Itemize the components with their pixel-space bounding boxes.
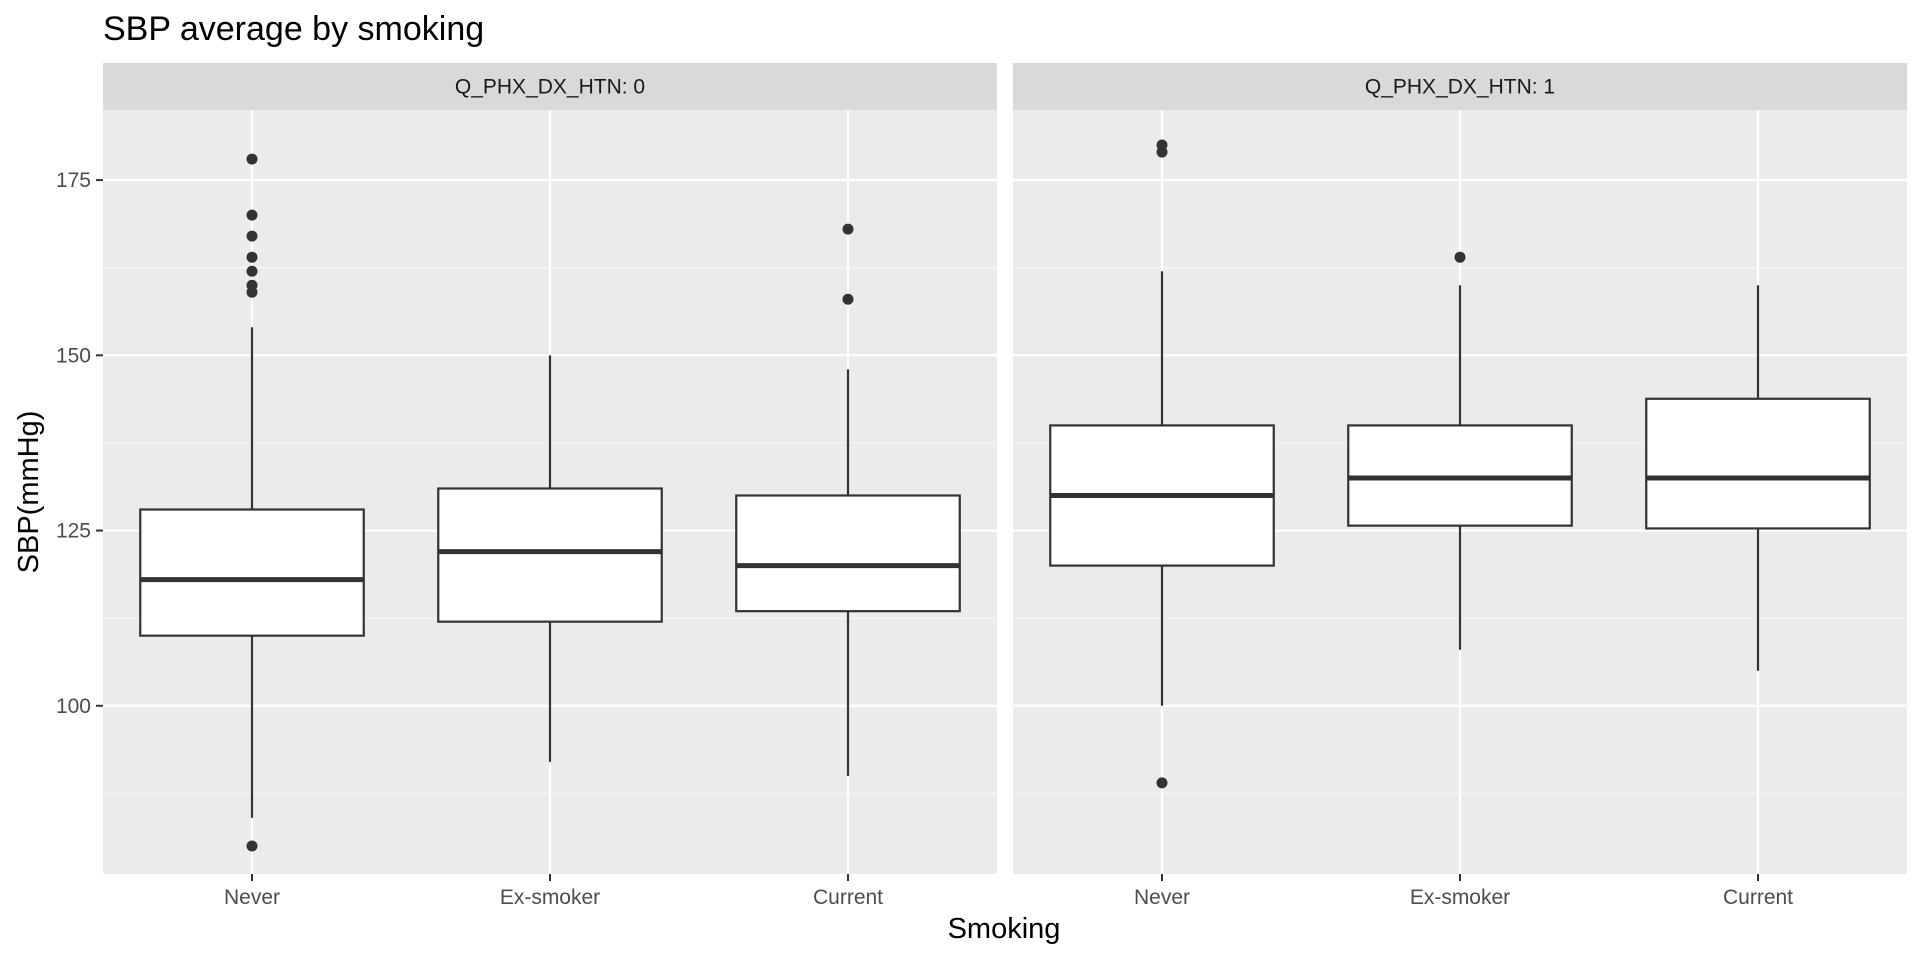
boxplot-current	[735, 223, 961, 776]
y-axis-title: SBP(mmHg)	[13, 411, 45, 574]
boxplot-never	[139, 153, 365, 852]
box-iqr	[735, 494, 961, 613]
facet-strip	[103, 63, 997, 110]
outlier-point	[842, 293, 854, 305]
outlier-point	[842, 223, 854, 235]
x-axis-title: Smoking	[948, 913, 1061, 945]
outlier-point	[246, 265, 258, 277]
x-tick-label: Ex-smoker	[1410, 886, 1510, 909]
box-iqr	[1645, 397, 1871, 530]
y-tick-label: 175	[56, 169, 91, 192]
outlier-point	[1156, 139, 1168, 151]
facet-panel-2: Q_PHX_DX_HTN: 1 Never Ex-smoker Current	[1013, 63, 1907, 909]
boxplot-ex-smoker	[1347, 251, 1573, 650]
outlier-point	[246, 279, 258, 291]
facet-strip-label: Q_PHX_DX_HTN: 1	[1365, 76, 1555, 99]
y-tick-label: 125	[56, 520, 91, 543]
y-tick-label: 150	[56, 344, 91, 367]
x-tick-label: Current	[1723, 886, 1793, 909]
facet-strip-label: Q_PHX_DX_HTN: 0	[455, 76, 645, 99]
facet-strip	[1013, 63, 1907, 110]
facet-panel-1: Q_PHX_DX_HTN: 0 Never Ex-smoker Current	[103, 63, 997, 909]
boxplot-current	[1645, 285, 1871, 671]
outlier-point	[246, 251, 258, 263]
outlier-point	[246, 153, 258, 165]
outlier-point	[246, 209, 258, 221]
y-tick-label: 100	[56, 695, 91, 718]
x-tick-label: Never	[1134, 886, 1190, 909]
box-iqr	[437, 487, 663, 623]
outlier-point	[246, 230, 258, 242]
x-tick-label: Current	[813, 886, 883, 909]
box-iqr	[139, 508, 365, 637]
outlier-point	[246, 840, 258, 852]
boxplot-ex-smoker	[437, 355, 663, 762]
outlier-point	[1454, 251, 1466, 263]
x-tick-label: Never	[224, 886, 280, 909]
chart-title: SBP average by smoking	[103, 10, 484, 48]
y-axis: 100 125 150 175	[56, 169, 103, 718]
boxplot-never	[1049, 139, 1275, 789]
x-tick-label: Ex-smoker	[500, 886, 600, 909]
outlier-point	[1156, 777, 1168, 789]
